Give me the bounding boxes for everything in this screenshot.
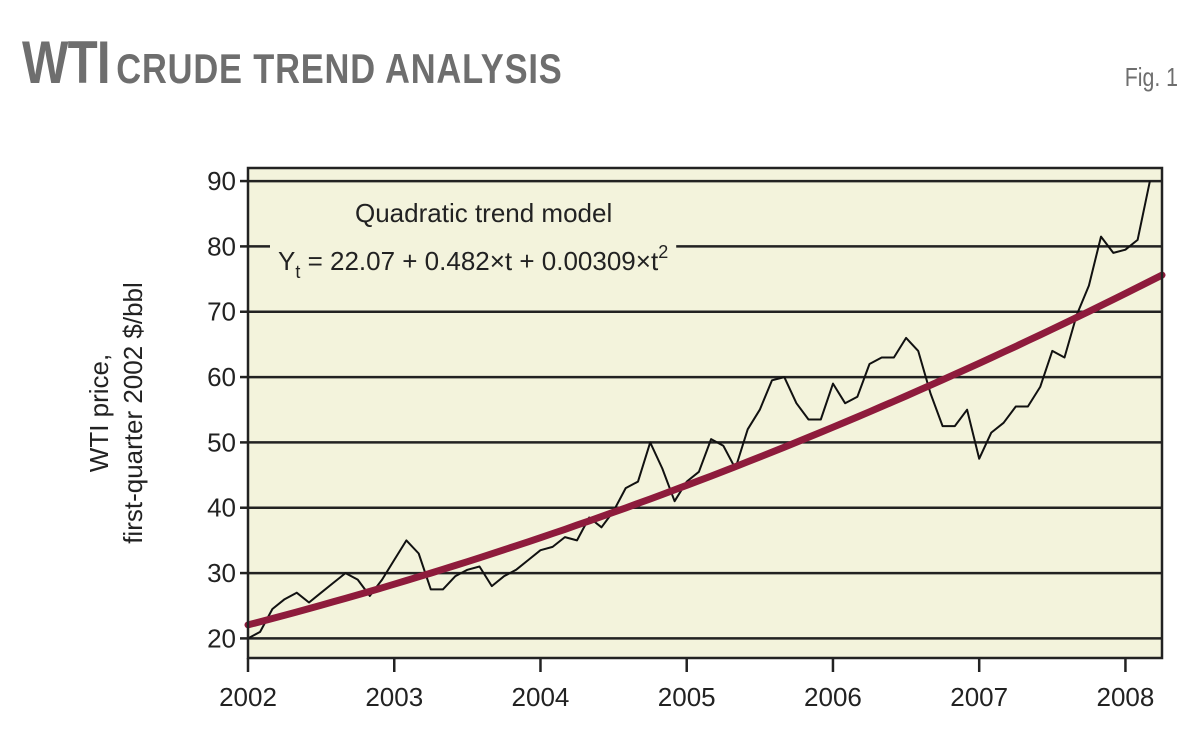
y-tick-label-40: 40: [207, 493, 236, 523]
equation-superscript: 2: [658, 242, 668, 262]
annotation-equation: Yt = 22.07 + 0.482×t + 0.00309×t2: [278, 242, 668, 282]
y-tick-label-80: 80: [207, 231, 236, 261]
y-tick-label-70: 70: [207, 297, 236, 327]
equation-subscript: t: [295, 262, 300, 282]
y-tick-label-30: 30: [207, 558, 236, 588]
annotation-background: [347, 196, 621, 230]
chart-title: WTI CRUDE TREND ANALYSIS: [22, 28, 563, 97]
y-axis: 20 30 40 50 60 70 80 90: [207, 166, 248, 653]
annotation-background-equation: [270, 240, 677, 284]
series-line-trend: [244, 271, 1166, 629]
y-tick-label-50: 50: [207, 427, 236, 457]
y-axis-label-line1: WTI price,: [84, 354, 114, 472]
x-axis: 2002 2003 2004 2005 2006 2007 2008: [219, 658, 1154, 712]
figure-label: Fig. 1: [1124, 62, 1178, 92]
equation-body: = 22.07 + 0.482×t + 0.00309×t: [300, 246, 659, 276]
series-line-price: [247, 180, 1151, 640]
equation-prefix: Y: [278, 246, 295, 276]
x-tick-label-2004: 2004: [512, 682, 570, 712]
x-tick-label-2005: 2005: [658, 682, 716, 712]
chart-title-sub: CRUDE TREND ANALYSIS: [116, 45, 563, 92]
x-tick-label-2002: 2002: [219, 682, 277, 712]
x-tick-label-2007: 2007: [950, 682, 1008, 712]
x-tick-label-2003: 2003: [365, 682, 423, 712]
y-axis-label-line2: first-quarter 2002 $/bbl: [118, 282, 148, 544]
annotation-title: Quadratic trend model: [355, 198, 612, 228]
y-tick-label-60: 60: [207, 362, 236, 392]
y-tick-label-90: 90: [207, 166, 236, 196]
y-tick-label-20: 20: [207, 623, 236, 653]
plot-border: [246, 166, 1164, 660]
x-tick-label-2006: 2006: [804, 682, 862, 712]
chart-title-main: WTI: [22, 29, 111, 96]
x-tick-label-2008: 2008: [1097, 682, 1155, 712]
